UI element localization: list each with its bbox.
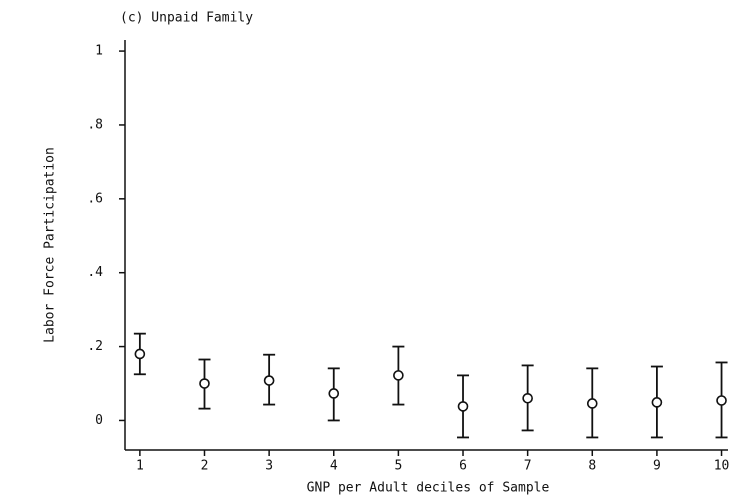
point (263, 375, 275, 386)
x-tick-label: 4 (330, 459, 338, 474)
x-tick-label: 5 (394, 459, 402, 474)
point (651, 397, 663, 408)
point (457, 401, 469, 412)
y-tick-label: .2 (87, 339, 103, 354)
x-tick-label: 2 (201, 459, 209, 474)
point (134, 348, 146, 360)
y-tick-label: 1 (95, 44, 103, 59)
y-tick-label: .8 (87, 117, 103, 132)
point (199, 378, 210, 389)
point (716, 395, 727, 406)
x-tick-label: 3 (265, 459, 273, 474)
x-tick-label: 10 (714, 459, 729, 474)
point (522, 392, 533, 404)
x-tick-label: 6 (459, 459, 467, 474)
y-axis-label: Labor Force Participation (43, 147, 58, 343)
point (393, 370, 404, 381)
y-tick-label: .6 (87, 191, 103, 206)
y-tick-label: .4 (87, 265, 103, 280)
chart-title: (c) Unpaid Family (120, 11, 253, 26)
x-tick-label: 7 (524, 459, 532, 474)
point (328, 388, 340, 399)
x-tick-label: 1 (136, 459, 144, 474)
y-tick-label: 0 (95, 413, 103, 428)
x-axis-label: GNP per Adult deciles of Sample (307, 481, 550, 496)
x-tick-label: 8 (588, 459, 596, 474)
point (586, 398, 598, 409)
x-tick-label: 9 (653, 459, 661, 474)
